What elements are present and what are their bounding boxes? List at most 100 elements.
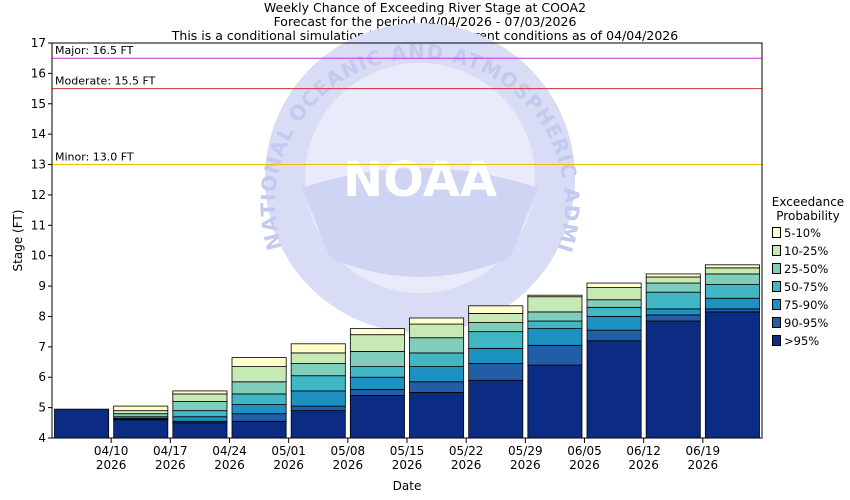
- chart-subtitle-period: Forecast for the period 04/04/2026 - 07/…: [273, 14, 577, 29]
- bar-segment: [290, 405, 346, 412]
- bar-segment: [231, 420, 287, 439]
- bar-segment: [172, 401, 228, 412]
- x-tick-label-date: 04/24: [212, 444, 247, 458]
- y-tick-label: 8: [38, 309, 46, 323]
- y-tick-label: 11: [31, 218, 46, 232]
- week-bar-stack: [231, 357, 287, 439]
- legend-item: >95%: [772, 334, 819, 348]
- legend-label: 50-75%: [784, 280, 829, 294]
- bar-segment: [527, 328, 583, 346]
- bar-segment: [704, 311, 760, 439]
- bar-segment: [349, 334, 405, 352]
- bar-segment: [231, 404, 287, 415]
- bar-segment: [645, 314, 701, 322]
- bar-segment: [527, 294, 583, 298]
- bar-segment: [468, 313, 524, 323]
- x-tick-label-year: 2026: [451, 458, 482, 472]
- legend-label: 25-50%: [784, 262, 829, 276]
- bar-segment: [231, 393, 287, 405]
- bar-segment: [468, 305, 524, 314]
- week-bar-stack: [290, 343, 346, 439]
- y-tick-label: 15: [31, 97, 46, 111]
- y-tick-label: 13: [31, 158, 46, 172]
- bar-segment: [704, 308, 760, 313]
- bar-segment: [113, 413, 169, 418]
- noaa-watermark-logo-text: NOAA: [343, 152, 497, 208]
- bar-segment: [645, 320, 701, 439]
- x-axis-label: Date: [393, 479, 422, 493]
- legend-swatch: [772, 299, 781, 310]
- bar-segment: [54, 408, 110, 439]
- legend-swatch: [772, 281, 781, 292]
- bar-segment: [468, 331, 524, 349]
- x-tick-label-date: 05/29: [508, 444, 543, 458]
- legend-item: 50-75%: [772, 280, 828, 294]
- x-tick-label-year: 2026: [155, 458, 186, 472]
- y-tick-label: 4: [38, 431, 46, 445]
- bar-segment: [113, 410, 169, 415]
- bar-segment: [586, 329, 642, 342]
- bar-segment: [409, 352, 465, 367]
- legend-label: 10-25%: [784, 244, 829, 258]
- y-tick-label: 7: [38, 340, 46, 354]
- bar-segment: [231, 357, 287, 367]
- bar-segment: [172, 393, 228, 402]
- legend-label: >95%: [784, 334, 820, 348]
- x-tick-label-date: 04/17: [153, 444, 188, 458]
- bar-segment: [409, 317, 465, 325]
- bar-segment: [349, 366, 405, 378]
- bar-segment: [349, 395, 405, 439]
- x-tick-label-year: 2026: [96, 458, 127, 472]
- x-tick-label-date: 05/15: [390, 444, 425, 458]
- x-tick-label-date: 05/08: [331, 444, 366, 458]
- bar-segment: [172, 410, 228, 418]
- bar-segment: [290, 363, 346, 377]
- week-bar-stack: [409, 317, 465, 439]
- x-tick-label-year: 2026: [510, 458, 541, 472]
- bar-segment: [586, 299, 642, 308]
- legend-label: 5-10%: [784, 226, 822, 240]
- bar-segment: [468, 363, 524, 381]
- bar-segment: [409, 381, 465, 393]
- bar-segment: [586, 282, 642, 288]
- week-bar-stack: [704, 264, 760, 439]
- bar-segment: [704, 284, 760, 299]
- bar-segment: [704, 264, 760, 269]
- bar-segment: [704, 267, 760, 275]
- x-tick-label-year: 2026: [628, 458, 659, 472]
- bar-segment: [349, 376, 405, 390]
- threshold-lines: Major: 16.5 FT Moderate: 15.5 FT Minor: 13…: [52, 44, 762, 166]
- x-tick-label-date: 05/22: [449, 444, 484, 458]
- bar-segment: [645, 276, 701, 284]
- legend-swatch: [772, 263, 781, 274]
- bars: [54, 264, 760, 439]
- bar-segment: [290, 410, 346, 439]
- x-tick-label-date: 06/05: [567, 444, 602, 458]
- bar-segment: [586, 306, 642, 317]
- bar-segment: [172, 416, 228, 422]
- week-bar-stack: [586, 282, 642, 439]
- x-tick-label-date: 06/12: [626, 444, 661, 458]
- week-bar-stack: [113, 405, 169, 439]
- bar-segment: [645, 308, 701, 316]
- y-tick-label: 5: [38, 401, 46, 415]
- y-tick-label: 9: [38, 279, 46, 293]
- x-tick-label-date: 04/10: [94, 444, 129, 458]
- legend-item: 75-90%: [772, 298, 828, 312]
- bar-segment: [172, 390, 228, 395]
- legend-label: 90-95%: [784, 316, 829, 330]
- bar-segment: [231, 381, 287, 395]
- legend-swatch: [772, 317, 781, 328]
- bar-segment: [349, 351, 405, 367]
- legend-title-line2: Probability: [776, 209, 840, 223]
- legend-title-line1: Exceedance: [771, 195, 845, 209]
- legend-swatch: [772, 227, 781, 238]
- x-tick-label-date: 06/19: [686, 444, 721, 458]
- bar-segment: [527, 296, 583, 313]
- legend-swatch: [772, 335, 781, 346]
- x-tick-label-year: 2026: [688, 458, 719, 472]
- week-bar-stack: [349, 328, 405, 439]
- bar-segment: [527, 364, 583, 439]
- bar-segment: [113, 405, 169, 412]
